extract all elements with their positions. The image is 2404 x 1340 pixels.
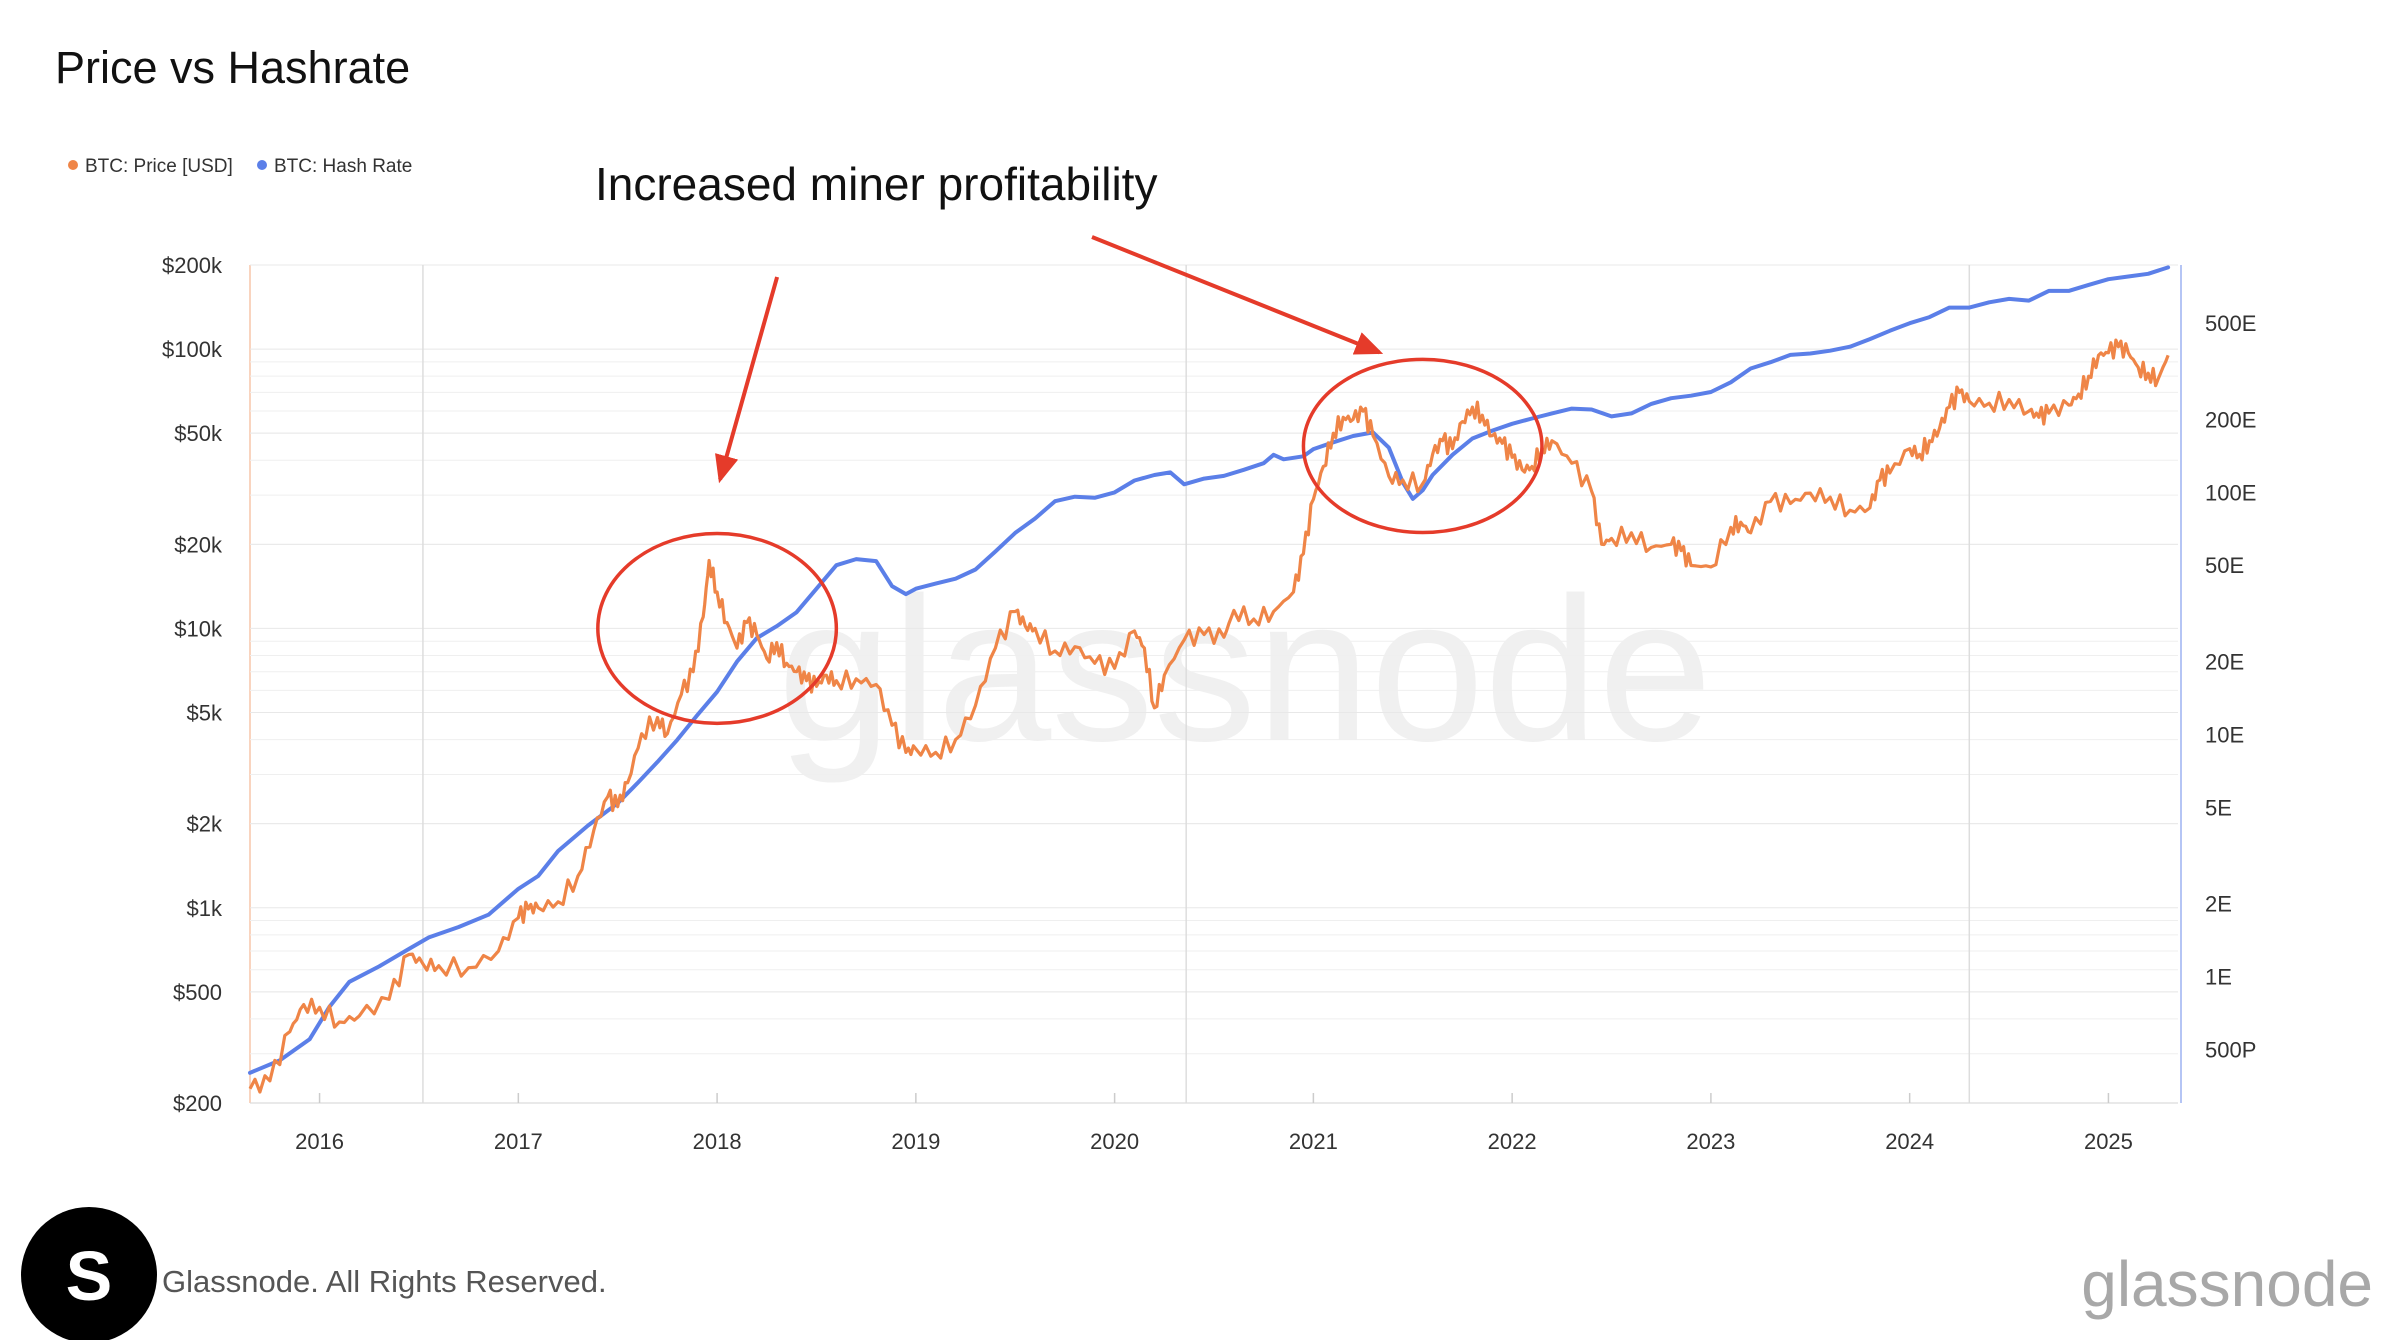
logo-circle bbox=[21, 1207, 157, 1340]
x-tick-label: 2017 bbox=[494, 1129, 543, 1154]
x-tick-label: 2021 bbox=[1289, 1129, 1338, 1154]
x-tick-label: 2018 bbox=[693, 1129, 742, 1154]
y-right-tick-label: 5E bbox=[2205, 795, 2232, 820]
y-right-tick-label: 1E bbox=[2205, 964, 2232, 989]
brand-watermark: glassnode bbox=[2081, 1248, 2373, 1320]
x-tick-label: 2023 bbox=[1686, 1129, 1735, 1154]
annotation-circle bbox=[596, 531, 839, 726]
y-right-tick-label: 50E bbox=[2205, 553, 2244, 578]
y-left-tick-label: $100k bbox=[162, 337, 223, 362]
y-right-tick-label: 500E bbox=[2205, 311, 2256, 336]
legend-hashrate-label[interactable]: BTC: Hash Rate bbox=[274, 156, 412, 177]
y-left-tick-label: $200 bbox=[173, 1091, 222, 1116]
logo-letter: S bbox=[66, 1237, 113, 1315]
y-right-tick-label: 500P bbox=[2205, 1037, 2256, 1062]
y-left-tick-label: $500 bbox=[173, 980, 222, 1005]
x-tick-label: 2025 bbox=[2084, 1129, 2133, 1154]
legend: BTC: Price [USD] BTC: Hash Rate bbox=[68, 156, 412, 177]
y-right-tick-label: 200E bbox=[2205, 408, 2256, 433]
annotation-arrow bbox=[715, 276, 780, 484]
y-left-tick-label: $50k bbox=[174, 421, 223, 446]
annotation-circle bbox=[1301, 357, 1544, 535]
y-left-tick-label: $10k bbox=[174, 616, 223, 641]
axes: $200 $500 $1k $2k $5k $10k $20k $50k $100k $200k 5… bbox=[162, 253, 2256, 1154]
y-right-tick-label: 100E bbox=[2205, 480, 2256, 505]
y-right-tick-label: 20E bbox=[2205, 650, 2244, 675]
x-tick-label: 2020 bbox=[1090, 1129, 1139, 1154]
y-right-tick-label: 10E bbox=[2205, 722, 2244, 747]
watermark: glassnode bbox=[778, 555, 1713, 784]
x-tick-label: 2019 bbox=[891, 1129, 940, 1154]
y-right-tick-label: 2E bbox=[2205, 892, 2232, 917]
y-left-tick-label: $1k bbox=[187, 896, 223, 921]
x-tick-label: 2024 bbox=[1885, 1129, 1934, 1154]
grid bbox=[249, 264, 2182, 1104]
y-left-tick-label: $200k bbox=[162, 253, 223, 278]
legend-hashrate-dot bbox=[257, 160, 267, 170]
logo: S bbox=[21, 1207, 157, 1340]
legend-price-dot bbox=[68, 160, 78, 170]
hashrate-line bbox=[248, 265, 2171, 1075]
y-left-tick-label: $20k bbox=[174, 532, 223, 557]
x-tick-label: 2022 bbox=[1488, 1129, 1537, 1154]
page-title: Price vs Hashrate bbox=[55, 42, 410, 93]
legend-price-label[interactable]: BTC: Price [USD] bbox=[85, 156, 233, 177]
price-line bbox=[248, 338, 2170, 1094]
x-tick-label: 2016 bbox=[295, 1129, 344, 1154]
annotation-text: Increased miner profitability bbox=[595, 158, 1157, 210]
y-left-tick-label: $2k bbox=[187, 812, 223, 837]
annotations bbox=[596, 235, 1544, 726]
annotation-arrow bbox=[1091, 235, 1384, 355]
series bbox=[248, 265, 2171, 1094]
y-left-tick-label: $5k bbox=[187, 701, 223, 726]
copyright-text: Glassnode. All Rights Reserved. bbox=[162, 1264, 607, 1299]
